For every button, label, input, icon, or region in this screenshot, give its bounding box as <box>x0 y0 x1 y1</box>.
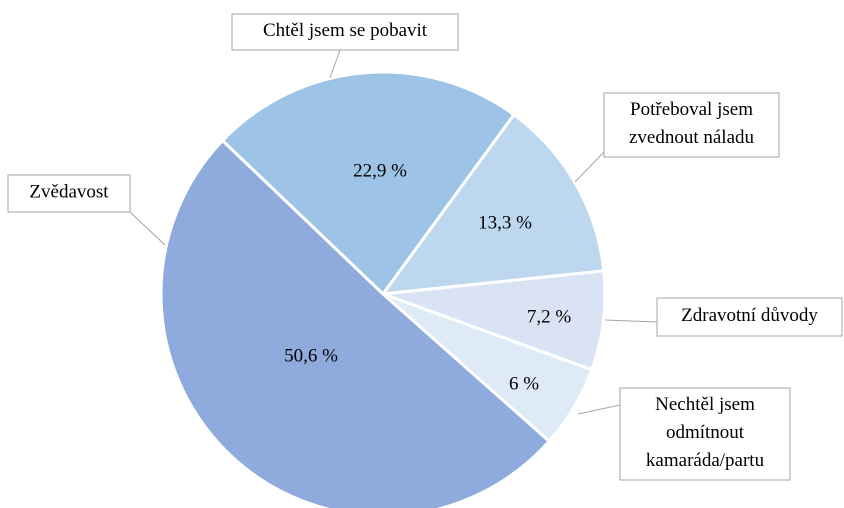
label-box <box>231 13 459 51</box>
value-label: 22,9 % <box>353 160 407 181</box>
value-label: 7,2 % <box>527 306 572 327</box>
leader-line <box>574 151 605 183</box>
category-label: Zdravotní důvody <box>681 305 818 326</box>
category-label-line: zvednout náladu <box>629 127 755 148</box>
leader-line <box>577 404 621 415</box>
category-label-line: Chtěl jsem se pobavit <box>263 20 428 41</box>
label-box <box>656 297 843 337</box>
pie-slice <box>220 70 517 297</box>
value-label: 6 % <box>509 373 539 394</box>
category-label: Nechtěl jsem odmítnout kamaráda/partu <box>646 394 765 471</box>
pie-slice <box>379 112 606 296</box>
leader-line <box>329 49 341 79</box>
value-label: 50,6 % <box>284 345 338 366</box>
category-label-line: odmítnout <box>666 422 745 443</box>
category-label-line: Nechtěl jsem <box>655 394 755 415</box>
category-label: Potřeboval jsem zvednout náladu <box>629 99 755 148</box>
pie-slice <box>382 269 607 372</box>
label-box <box>7 174 131 213</box>
category-label: Zvědavost <box>29 182 109 203</box>
category-label: Chtěl jsem se pobavit <box>263 20 428 41</box>
leader-line <box>129 211 166 246</box>
pie-slice <box>159 138 552 508</box>
label-box <box>619 387 791 481</box>
category-label-line: kamaráda/partu <box>646 450 765 471</box>
label-box <box>603 92 780 158</box>
category-label-line: Potřeboval jsem <box>630 99 753 120</box>
leader-line <box>604 319 658 323</box>
category-label-line: Zvědavost <box>29 182 109 203</box>
category-label-line: Zdravotní důvody <box>681 305 818 326</box>
value-label: 13,3 % <box>478 212 532 233</box>
